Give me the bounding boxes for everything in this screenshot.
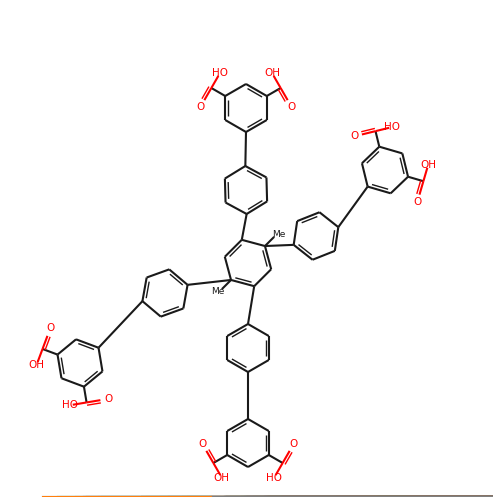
Text: O: O [196,102,205,112]
Text: O: O [104,394,112,404]
Text: HO: HO [212,68,228,79]
Text: O: O [287,102,296,112]
Text: O: O [289,439,298,449]
Text: HO: HO [384,122,400,132]
Text: Me: Me [272,230,285,239]
Text: HO: HO [266,473,282,483]
Text: O: O [413,197,422,207]
Text: Me: Me [211,287,224,296]
Text: OH: OH [264,68,280,79]
Text: OH: OH [29,360,44,370]
Text: OH: OH [420,160,436,170]
Text: O: O [350,131,358,141]
Text: OH: OH [214,473,230,483]
Text: HO: HO [62,400,78,410]
Text: O: O [198,439,207,449]
Text: O: O [46,324,54,333]
